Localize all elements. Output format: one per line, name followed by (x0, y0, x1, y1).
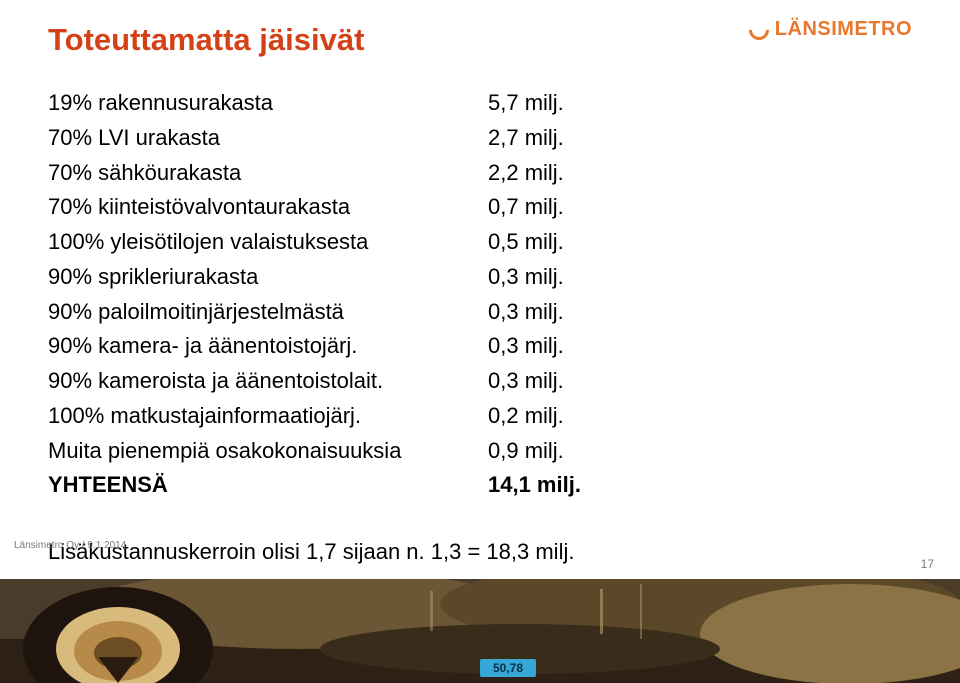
row-value: 0,3 milj. (488, 260, 564, 295)
logo-arc-icon (745, 15, 773, 43)
cost-table: 19% rakennusurakasta5,7 milj.70% LVI ura… (48, 86, 912, 503)
row-value: 0,7 milj. (488, 190, 564, 225)
row-label: 90% kameroista ja äänentoistolait. (48, 364, 488, 399)
row-label: 70% kiinteistövalvontaurakasta (48, 190, 488, 225)
row-value: 0,2 milj. (488, 399, 564, 434)
row-label: 90% kamera- ja äänentoistojärj. (48, 329, 488, 364)
footnote: Lisäkustannuskerroin olisi 1,7 sijaan n.… (48, 539, 912, 565)
table-row: 90% kamera- ja äänentoistojärj.0,3 milj. (48, 329, 912, 364)
table-row: 100% yleisötilojen valaistuksesta0,5 mil… (48, 225, 912, 260)
brand-logo: LÄNSIMETRO (749, 18, 912, 41)
svg-text:50,78: 50,78 (493, 661, 523, 675)
table-row: 70% sähköurakasta2,2 milj. (48, 156, 912, 191)
tunnel-photo-strip: 50,78 (0, 579, 960, 683)
row-label: Muita pienempiä osakokonaisuuksia (48, 434, 488, 469)
page-number: 17 (921, 557, 934, 571)
row-label: 19% rakennusurakasta (48, 86, 488, 121)
row-value: 0,5 milj. (488, 225, 564, 260)
logo-text: LÄNSIMETRO (775, 18, 912, 41)
row-value: 14,1 milj. (488, 468, 581, 503)
row-label: 90% paloilmoitinjärjestelmästä (48, 295, 488, 330)
footer-meta: Länsimetro Oy / 9.1.2014 (14, 540, 126, 551)
row-label: 100% yleisötilojen valaistuksesta (48, 225, 488, 260)
row-value: 2,7 milj. (488, 121, 564, 156)
row-label: YHTEENSÄ (48, 468, 488, 503)
table-row: 90% kameroista ja äänentoistolait.0,3 mi… (48, 364, 912, 399)
row-value: 0,9 milj. (488, 434, 564, 469)
table-row: 19% rakennusurakasta5,7 milj. (48, 86, 912, 121)
table-row: 90% sprikleriurakasta0,3 milj. (48, 260, 912, 295)
table-row: YHTEENSÄ14,1 milj. (48, 468, 912, 503)
row-value: 0,3 milj. (488, 295, 564, 330)
table-row: 90% paloilmoitinjärjestelmästä0,3 milj. (48, 295, 912, 330)
row-value: 5,7 milj. (488, 86, 564, 121)
row-label: 70% sähköurakasta (48, 156, 488, 191)
row-label: 90% sprikleriurakasta (48, 260, 488, 295)
table-row: 70% LVI urakasta2,7 milj. (48, 121, 912, 156)
table-row: 100% matkustajainformaatiojärj.0,2 milj. (48, 399, 912, 434)
row-label: 70% LVI urakasta (48, 121, 488, 156)
row-value: 0,3 milj. (488, 329, 564, 364)
table-row: 70% kiinteistövalvontaurakasta0,7 milj. (48, 190, 912, 225)
row-value: 2,2 milj. (488, 156, 564, 191)
row-label: 100% matkustajainformaatiojärj. (48, 399, 488, 434)
table-row: Muita pienempiä osakokonaisuuksia0,9 mil… (48, 434, 912, 469)
row-value: 0,3 milj. (488, 364, 564, 399)
